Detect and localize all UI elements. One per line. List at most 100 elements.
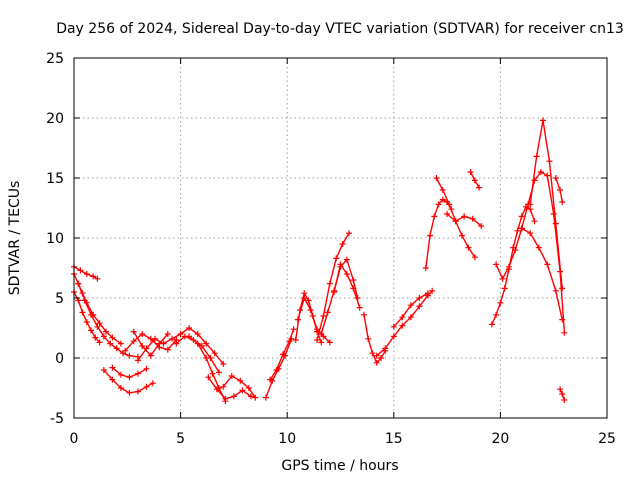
data-point-marker <box>134 370 141 377</box>
data-point-marker <box>533 153 540 160</box>
data-point-marker <box>373 352 380 359</box>
data-point-marker <box>294 316 301 323</box>
data-point-marker <box>446 201 453 208</box>
data-point-marker <box>109 364 116 371</box>
data-point-marker <box>373 359 380 366</box>
data-point-marker <box>109 376 116 383</box>
data-point-marker <box>559 316 566 323</box>
series-trace <box>491 205 536 326</box>
data-point-marker <box>550 211 557 217</box>
data-point-marker <box>194 340 201 347</box>
series-track-13 <box>220 373 259 401</box>
series-trace <box>495 171 566 334</box>
data-point-marker <box>559 285 566 292</box>
data-point-marker <box>333 255 340 262</box>
series-track-02 <box>71 263 101 282</box>
series-track-15 <box>267 326 297 383</box>
data-point-marker <box>262 394 269 401</box>
data-point-marker <box>552 220 559 227</box>
data-point-marker <box>471 177 478 184</box>
y-tick-label: 5 <box>55 291 64 307</box>
data-point-marker <box>346 230 353 237</box>
y-tick-label: 15 <box>46 171 64 187</box>
data-point-marker <box>424 290 431 297</box>
data-point-marker <box>427 232 434 239</box>
data-point-marker <box>435 201 442 208</box>
data-point-marker <box>83 319 90 325</box>
data-point-marker <box>535 244 542 251</box>
data-point-marker <box>378 355 385 361</box>
data-point-marker <box>343 271 350 277</box>
series-track-21 <box>360 311 389 366</box>
data-point-marker <box>279 351 286 358</box>
data-point-marker <box>126 352 133 359</box>
data-point-marker <box>209 370 216 377</box>
data-point-marker <box>203 355 210 361</box>
data-point-marker <box>527 201 534 208</box>
data-point-marker <box>245 385 252 391</box>
data-point-marker <box>318 339 325 346</box>
data-point-marker <box>365 335 372 342</box>
data-point-marker <box>544 172 551 179</box>
series-track-25 <box>433 175 478 261</box>
data-point-marker <box>350 277 357 283</box>
data-point-marker <box>518 225 525 232</box>
data-point-marker <box>339 241 346 247</box>
data-point-marker <box>94 275 101 282</box>
data-point-marker <box>318 331 325 337</box>
y-axis-label: SDTVAR / TECUs <box>7 181 23 296</box>
series-track-33 <box>557 386 568 403</box>
data-point-marker <box>117 385 124 391</box>
series-track-14 <box>262 335 295 401</box>
chart-title: Day 256 of 2024, Sidereal Day-to-day VTE… <box>56 21 624 37</box>
data-point-marker <box>88 327 95 334</box>
data-point-marker <box>540 117 547 124</box>
series-trace <box>77 282 139 358</box>
data-point-marker <box>422 265 429 271</box>
data-point-marker <box>407 302 414 309</box>
data-point-marker <box>459 232 466 239</box>
data-point-marker <box>220 361 227 367</box>
data-point-marker <box>96 320 103 327</box>
data-point-marker <box>203 340 210 347</box>
data-point-marker <box>324 309 331 316</box>
data-point-marker <box>134 388 141 395</box>
data-point-marker <box>286 338 293 345</box>
data-point-marker <box>429 287 436 294</box>
series-track-31 <box>518 225 566 323</box>
data-point-marker <box>290 326 297 333</box>
series-track-09 <box>134 325 227 367</box>
data-point-marker <box>152 335 159 342</box>
series-track-32 <box>552 175 566 205</box>
data-point-marker <box>117 340 124 347</box>
data-point-marker <box>164 346 171 353</box>
x-tick-label: 25 <box>598 431 616 447</box>
data-point-marker <box>139 343 146 349</box>
data-point-marker <box>331 289 338 295</box>
series-track-12 <box>205 374 254 402</box>
x-axis-label: GPS time / hours <box>281 458 398 474</box>
data-point-marker <box>228 373 235 379</box>
y-tick-label: 0 <box>55 351 64 367</box>
axis-ticks: 0 5 10 15 20 25 -5 0 5 10 15 20 25 <box>46 51 616 447</box>
data-point-marker <box>81 297 88 304</box>
data-point-marker <box>143 345 150 352</box>
data-point-marker <box>100 367 107 373</box>
data-point-marker <box>497 299 504 306</box>
data-point-marker <box>96 339 103 346</box>
data-point-marker <box>488 321 495 328</box>
data-point-marker <box>493 261 500 268</box>
data-point-marker <box>561 329 568 336</box>
series-track-17 <box>294 295 333 346</box>
data-point-marker <box>88 311 95 318</box>
data-point-marker <box>77 267 84 274</box>
data-point-marker <box>222 395 229 402</box>
data-point-marker <box>147 352 154 359</box>
data-point-marker <box>518 213 525 220</box>
data-point-marker <box>215 369 222 376</box>
data-point-marker <box>92 334 99 341</box>
series-track-06 <box>109 364 150 381</box>
series-track-01 <box>71 289 103 346</box>
data-point-marker <box>194 331 201 337</box>
x-tick-label: 20 <box>491 431 509 447</box>
